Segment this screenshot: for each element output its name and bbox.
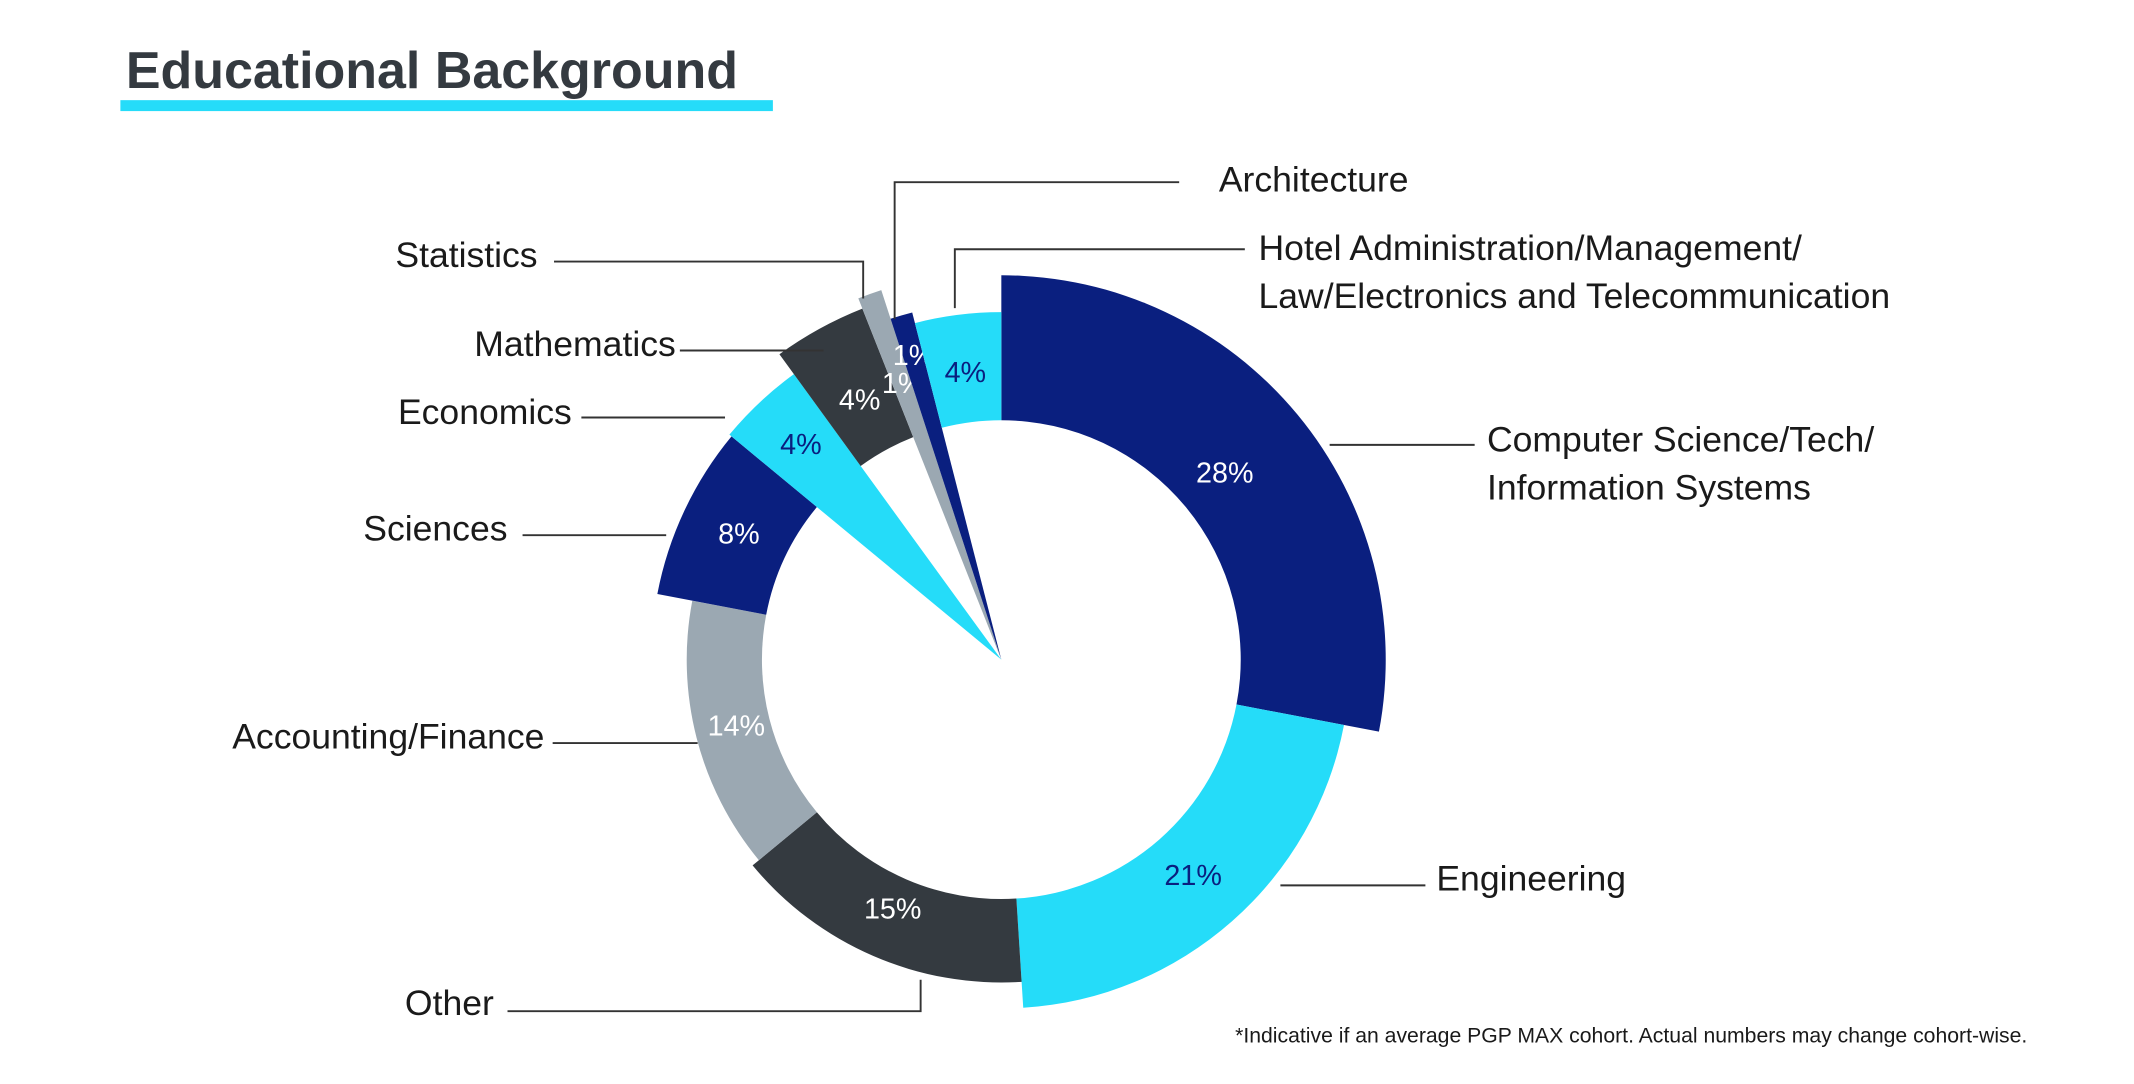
- footnote: *Indicative if an average PGP MAX cohort…: [1235, 1025, 2027, 1048]
- leader-line: [893, 181, 1180, 320]
- value-label: 28%: [1196, 457, 1253, 489]
- slice: [779, 308, 914, 466]
- value-label: 21%: [1164, 860, 1221, 892]
- slice: [686, 600, 817, 861]
- value-label: 15%: [864, 893, 921, 925]
- slice: [657, 436, 817, 615]
- category-label: Sciences: [363, 508, 507, 548]
- value-label: 4%: [839, 385, 881, 417]
- category-label: Other: [405, 983, 494, 1023]
- slice: [914, 312, 1002, 428]
- chart-title: Educational Background: [126, 42, 738, 100]
- value-label: 4%: [780, 429, 822, 461]
- slice: [1016, 704, 1344, 1008]
- category-label: Information Systems: [1487, 467, 1811, 507]
- category-label: Engineering: [1436, 859, 1626, 899]
- leader-line: [953, 248, 1245, 309]
- category-label: Accounting/Finance: [232, 716, 544, 756]
- category-label: Computer Science/Tech/: [1487, 420, 1874, 460]
- slice: [729, 374, 1002, 660]
- title-underline: [120, 100, 773, 112]
- value-label: 14%: [708, 710, 765, 742]
- leader-line: [554, 260, 865, 299]
- category-label: Statistics: [395, 235, 537, 275]
- slice: [858, 290, 1002, 660]
- category-label: Hotel Administration/Management/: [1259, 228, 1802, 268]
- slice: [752, 812, 1022, 983]
- slice: [890, 312, 1002, 660]
- category-label: Architecture: [1219, 160, 1409, 200]
- value-label: 8%: [718, 519, 760, 551]
- value-label: 4%: [945, 357, 987, 389]
- slice: [1001, 275, 1386, 732]
- leader-line: [507, 979, 922, 1013]
- category-label: Law/Electronics and Telecommunication: [1259, 276, 1891, 316]
- category-label: Economics: [398, 392, 572, 432]
- category-label: Mathematics: [474, 324, 675, 364]
